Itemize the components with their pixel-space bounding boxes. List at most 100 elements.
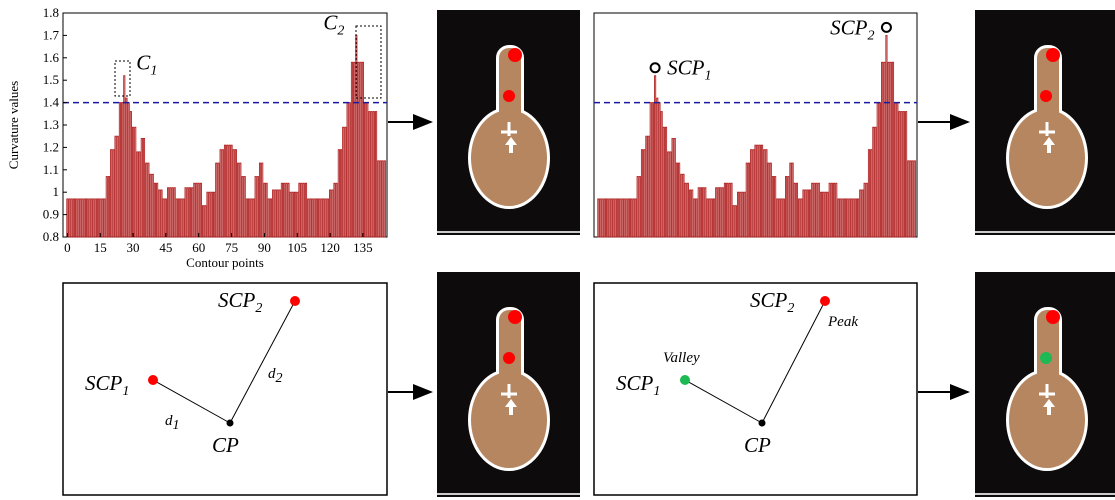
bar [632, 198, 635, 238]
bar [658, 102, 661, 238]
bar [79, 198, 82, 238]
bar [68, 198, 71, 238]
node-label: CP [212, 433, 239, 457]
edge-label: d2 [268, 366, 283, 386]
x-tick-label: 60 [192, 240, 205, 255]
chart-layer: 0.8 0.9 1 1.1 1.2 1.3 1.4 1.5 1.6 1.7 1.8 0 15 30 45 60… [6, 5, 918, 270]
bar [883, 61, 886, 238]
bar [381, 160, 384, 238]
node-label: SCP1 [616, 371, 660, 399]
bar [232, 149, 235, 238]
bar [872, 126, 875, 238]
bar [673, 137, 676, 238]
bar [704, 187, 707, 238]
bar [763, 149, 766, 238]
y-tick-label: 1.4 [43, 95, 60, 110]
bar [333, 182, 336, 238]
bar [726, 182, 729, 238]
bar [335, 182, 338, 238]
bar [213, 191, 216, 238]
bar [105, 176, 108, 238]
bar [758, 144, 761, 238]
bar [651, 102, 654, 238]
y-axis-label: Curvature values [6, 81, 21, 169]
bar [752, 149, 755, 238]
bar [756, 144, 759, 238]
bar [223, 144, 227, 238]
y-tick-label: 1.5 [43, 72, 59, 87]
bar [911, 160, 914, 238]
bar [747, 162, 751, 238]
bar [72, 198, 75, 238]
bar [824, 191, 827, 238]
bar [712, 198, 716, 238]
bar [697, 187, 700, 238]
bar [667, 151, 670, 238]
bar [182, 198, 185, 238]
bar [754, 144, 757, 238]
bar [699, 187, 702, 238]
bar [274, 189, 277, 238]
bar [156, 182, 159, 238]
bar [865, 182, 868, 238]
bar [743, 191, 746, 238]
bar [800, 198, 803, 238]
bar [682, 173, 685, 238]
bar [140, 137, 143, 238]
bar [861, 189, 864, 238]
bar [811, 182, 814, 238]
x-tick-label: 90 [258, 240, 271, 255]
y-tick-label: 1.3 [43, 117, 59, 132]
bar [688, 189, 692, 238]
bar [780, 198, 783, 238]
bar [806, 189, 809, 238]
bar [909, 160, 912, 238]
bar [151, 173, 154, 238]
bar [828, 182, 831, 238]
bar [379, 160, 382, 238]
bar [822, 191, 825, 238]
bar [809, 189, 812, 238]
bar [326, 198, 329, 238]
bar [243, 176, 246, 238]
bar [191, 187, 194, 238]
annotation: SCP1 [667, 56, 711, 84]
bar [127, 102, 130, 238]
y-tick-label: 1.6 [43, 50, 60, 65]
annotation-sub: 2 [867, 28, 874, 43]
bar [771, 176, 775, 238]
bar [739, 191, 742, 238]
bar [691, 189, 694, 238]
bar [114, 135, 117, 238]
bar [142, 137, 146, 238]
bar [621, 198, 624, 238]
bar [184, 187, 187, 238]
bar [625, 198, 628, 238]
bar [643, 149, 646, 238]
bar [180, 198, 183, 238]
bar [612, 198, 615, 238]
bar [734, 205, 737, 238]
bar [107, 176, 111, 238]
bar [344, 126, 347, 238]
y-tick-label: 1 [53, 184, 60, 199]
bar [322, 198, 325, 238]
bar [66, 198, 69, 238]
bar [902, 111, 905, 238]
bar [269, 198, 273, 238]
bar [276, 189, 279, 238]
bar [110, 149, 113, 238]
bar [359, 61, 362, 238]
bar [149, 173, 152, 238]
bar [256, 176, 259, 238]
bar [254, 176, 257, 238]
bar [298, 182, 301, 238]
bar [815, 182, 818, 238]
bar [320, 198, 323, 238]
bar [357, 61, 360, 238]
bar [710, 198, 713, 238]
bar [75, 198, 78, 238]
bar [850, 198, 853, 238]
bar [197, 182, 200, 238]
